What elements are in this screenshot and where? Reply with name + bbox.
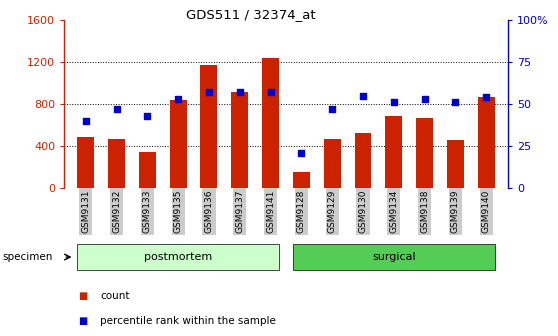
Text: count: count [100, 291, 130, 301]
Point [482, 95, 490, 100]
Text: specimen: specimen [3, 252, 53, 262]
Bar [200, 65, 218, 188]
Point [297, 150, 306, 156]
Bar [262, 58, 279, 188]
Point [328, 107, 336, 112]
Text: surgical: surgical [372, 252, 416, 262]
Bar [324, 139, 340, 188]
Point [420, 96, 429, 102]
Bar [232, 92, 248, 188]
Text: postmortem: postmortem [144, 252, 212, 262]
Text: ■: ■ [78, 291, 88, 301]
Point [359, 93, 368, 98]
Text: ■: ■ [78, 316, 88, 326]
Point [204, 90, 213, 95]
Point [266, 90, 275, 95]
Point [112, 107, 121, 112]
Point [174, 96, 182, 102]
Point [389, 100, 398, 105]
Bar [354, 132, 372, 188]
Bar [108, 139, 125, 188]
Bar [447, 140, 464, 188]
Bar [416, 118, 433, 188]
Bar [77, 137, 94, 188]
Point [451, 100, 460, 105]
Bar [170, 100, 186, 188]
Point [235, 90, 244, 95]
Bar [478, 97, 495, 188]
Bar [139, 153, 156, 188]
Bar [386, 116, 402, 188]
Point [143, 113, 152, 119]
Bar [293, 172, 310, 188]
Text: percentile rank within the sample: percentile rank within the sample [100, 316, 276, 326]
Point [81, 118, 90, 124]
Text: GDS511 / 32374_at: GDS511 / 32374_at [186, 8, 316, 22]
